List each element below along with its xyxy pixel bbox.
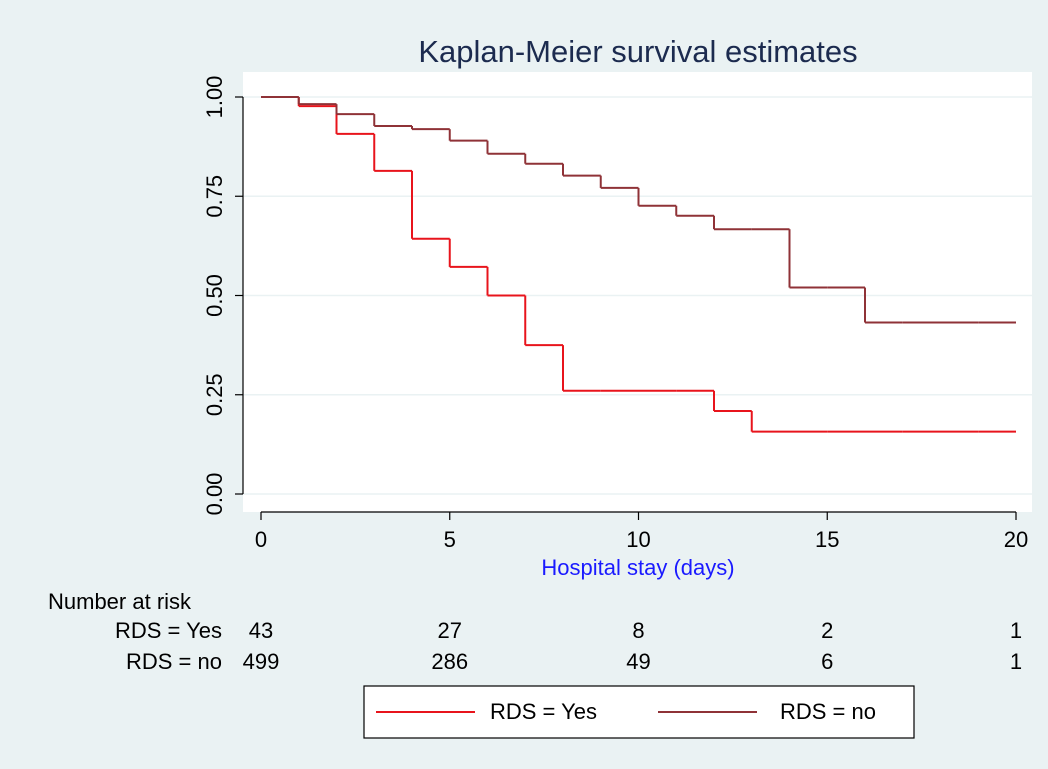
y-tick-label: 1.00 [202, 76, 227, 119]
risk-value: 27 [438, 618, 462, 643]
risk-value: 43 [249, 618, 273, 643]
risk-value: 1 [1010, 618, 1022, 643]
risk-value: 499 [243, 649, 280, 674]
x-tick-label: 0 [255, 527, 267, 552]
risk-value: 8 [632, 618, 644, 643]
y-tick-label: 0.75 [202, 175, 227, 218]
risk-value: 1 [1010, 649, 1022, 674]
risk-value: 286 [431, 649, 468, 674]
risk-value: 49 [626, 649, 650, 674]
y-tick-label: 0.50 [202, 274, 227, 317]
chart-title: Kaplan-Meier survival estimates [418, 34, 857, 69]
legend-label: RDS = no [780, 699, 876, 724]
x-tick-label: 10 [626, 527, 650, 552]
risk-row-label: RDS = no [126, 649, 222, 674]
y-tick-label: 0.25 [202, 373, 227, 416]
y-tick-label: 0.00 [202, 473, 227, 516]
plot-area [243, 72, 1032, 512]
x-tick-label: 5 [444, 527, 456, 552]
risk-row-label: RDS = Yes [115, 618, 222, 643]
risk-value: 2 [821, 618, 833, 643]
legend-label: RDS = Yes [490, 699, 597, 724]
x-tick-label: 15 [815, 527, 839, 552]
risk-table-title: Number at risk [48, 589, 192, 614]
x-axis-label: Hospital stay (days) [541, 555, 734, 580]
x-tick-label: 20 [1004, 527, 1028, 552]
risk-value: 6 [821, 649, 833, 674]
